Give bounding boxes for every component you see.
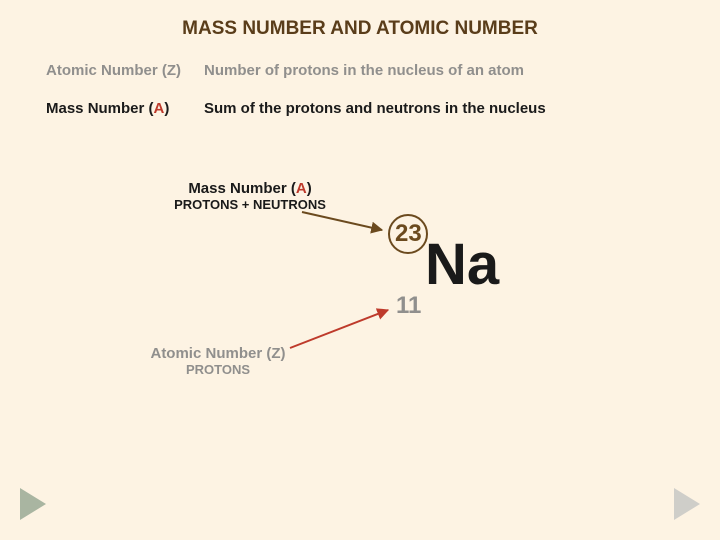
connector-arrows — [0, 0, 720, 540]
mass-number-callout: Mass Number (A) PROTONS + NEUTRONS — [140, 180, 360, 212]
atomic-callout-line1: Atomic Number (Z) — [118, 345, 318, 362]
atomic-number-value: 11 — [396, 294, 421, 318]
atomic-number-callout: Atomic Number (Z) PROTONS — [118, 345, 318, 377]
nav-prev-button[interactable] — [20, 488, 46, 520]
mass-callout-line1: Mass Number (A) — [140, 180, 360, 197]
mass-number-value: 23 — [395, 222, 422, 246]
atomic-callout-line2: PROTONS — [118, 362, 318, 377]
mass-callout-line2: PROTONS + NEUTRONS — [140, 197, 360, 212]
arrow-to-mass-number — [302, 212, 382, 230]
element-symbol: Na — [425, 236, 499, 294]
arrow-to-atomic-number — [290, 310, 388, 348]
nav-next-button[interactable] — [674, 488, 700, 520]
element-diagram: Mass Number (A) PROTONS + NEUTRONS 23 Na… — [0, 0, 720, 540]
